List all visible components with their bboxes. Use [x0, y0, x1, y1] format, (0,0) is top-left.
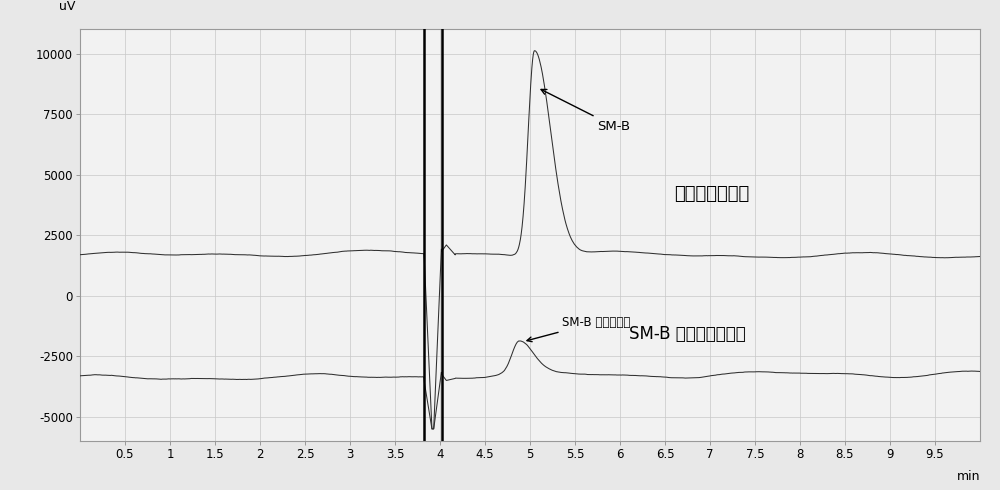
Text: min: min: [956, 470, 980, 483]
Text: SM-B 对映异构体: SM-B 对映异构体: [527, 316, 630, 342]
Text: 系统适用性溶液: 系统适用性溶液: [674, 185, 749, 203]
Text: SM-B: SM-B: [541, 90, 631, 133]
Text: uV: uV: [59, 0, 76, 13]
Text: SM-B 对映异构体溶液: SM-B 对映异构体溶液: [629, 325, 746, 343]
